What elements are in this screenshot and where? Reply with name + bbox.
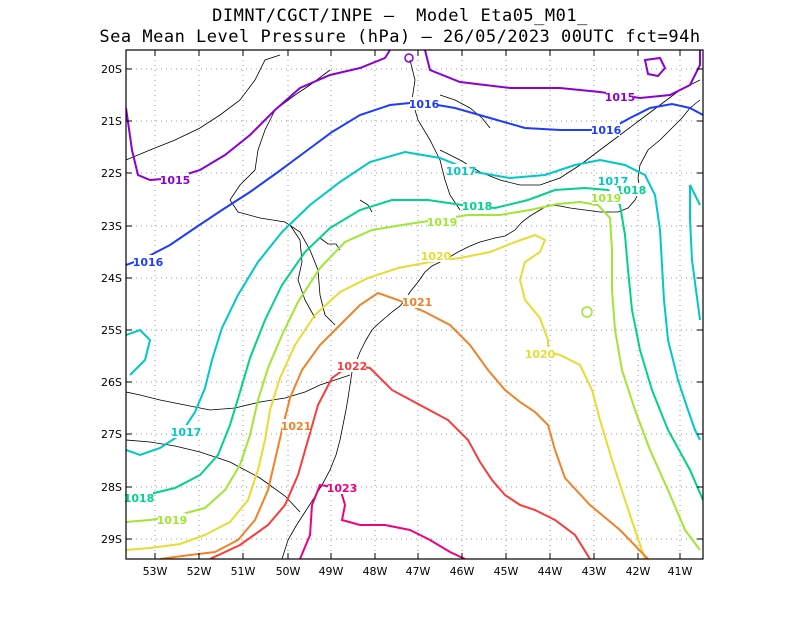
- isobar-label-bg: [526, 347, 554, 360]
- lat-tick-label: 26S: [101, 376, 122, 389]
- lat-tick-label: 20S: [101, 63, 122, 76]
- lon-tick-label: 52W: [187, 565, 212, 578]
- lat-tick-label: 23S: [101, 220, 122, 233]
- isobar-1015-dot: [404, 53, 414, 63]
- isobar-label-bg: [447, 164, 475, 177]
- isobar-label-bg: [125, 491, 153, 504]
- isobar-label: 1015: [160, 174, 191, 187]
- isobar-1018: [126, 186, 703, 501]
- isobar-label: 1016: [591, 124, 622, 137]
- lon-tick-label: 47W: [406, 565, 431, 578]
- isobar-label-bg: [172, 425, 200, 438]
- isobar-1015-cell: [643, 56, 667, 78]
- lon-tick-label: 49W: [319, 565, 344, 578]
- lon-tick-label: 44W: [538, 565, 563, 578]
- lat-tick-label: 28S: [101, 481, 122, 494]
- lon-tick-label: 51W: [231, 565, 256, 578]
- lon-tick-label: 50W: [276, 565, 301, 578]
- isobar-label-bg: [463, 199, 491, 212]
- lon-tick-label: 45W: [494, 565, 519, 578]
- isobar-label: 1019: [591, 192, 622, 205]
- isobar-label: 1018: [462, 200, 493, 213]
- isobar-label-bg: [592, 191, 620, 204]
- lat-tick-label: 25S: [101, 324, 122, 337]
- lat-tick-label: 29S: [101, 533, 122, 546]
- isobar-label: 1023: [327, 482, 358, 495]
- isobar-1022: [209, 363, 591, 559]
- isobar-label-bg: [428, 215, 456, 228]
- isobar-label: 1020: [421, 250, 452, 263]
- isobar-label-bg: [338, 359, 366, 372]
- isobar-label-bg: [328, 481, 356, 494]
- isobar-labels: 1015101510161016101610171017101710181018…: [124, 90, 647, 527]
- lat-tick-label: 27S: [101, 428, 122, 441]
- isobar-label: 1017: [171, 426, 202, 439]
- isobar-1021: [159, 291, 649, 559]
- axis-ticks: 20S 21S 22S 23S 24S 25S 26S 27S 28S 29S 53W 52W 51W 5…: [101, 50, 703, 578]
- isobar-label: 1016: [133, 256, 164, 269]
- isobar-label: 1015: [605, 91, 636, 104]
- isobar-label: 1021: [402, 296, 433, 309]
- isobar-label-bg: [158, 513, 186, 526]
- isobar-label-bg: [134, 255, 162, 268]
- isobar-1015: [126, 50, 391, 182]
- isobar-1019-cell: [581, 306, 593, 318]
- map-frame: [125, 49, 704, 560]
- isobar-1023: [299, 483, 466, 559]
- isobar-1015: [424, 50, 701, 100]
- lon-tick-label: 42W: [626, 565, 651, 578]
- isobar-label: 1017: [446, 165, 477, 178]
- isobar-label-bg: [592, 123, 620, 136]
- isobar-label-bg: [161, 173, 189, 186]
- isobar-label: 1020: [525, 348, 556, 361]
- lat-tick-label: 24S: [101, 272, 122, 285]
- isobar-label: 1016: [409, 98, 440, 111]
- map-title-line1: DIMNT/CGCT/INPE – Model Eta05_M01_: [212, 6, 588, 26]
- isobar-label: 1019: [157, 514, 188, 527]
- lon-tick-label: 43W: [582, 565, 607, 578]
- isobar-label-bg: [422, 249, 450, 262]
- isobar-label: 1021: [281, 420, 312, 433]
- isobar-1019: [126, 200, 701, 551]
- isobar-label-bg: [403, 295, 431, 308]
- lon-tick-label: 41W: [668, 565, 693, 578]
- isobar-label-bg: [410, 97, 438, 110]
- lon-tick-label: 46W: [450, 565, 475, 578]
- isobar-label-bg: [606, 90, 634, 103]
- isobar-1017: [126, 328, 152, 376]
- lat-tick-label: 21S: [101, 115, 122, 128]
- isobar-label: 1018: [124, 492, 155, 505]
- isobar-1020: [126, 233, 646, 559]
- isobar-label-bg: [617, 183, 645, 196]
- lon-tick-label: 53W: [143, 565, 168, 578]
- lon-tick-label: 48W: [363, 565, 388, 578]
- map-title-line2: Sea Mean Level Pressure (hPa) – 26/05/20…: [99, 27, 701, 47]
- isobar-label: 1018: [616, 184, 647, 197]
- lat-tick-label: 22S: [101, 167, 122, 180]
- isobar-label: 1019: [427, 216, 458, 229]
- isobar-label: 1022: [337, 360, 368, 373]
- isobar-label-bg: [282, 419, 310, 432]
- isobar-1017: [689, 184, 701, 321]
- lat-lon-grid: [126, 50, 703, 559]
